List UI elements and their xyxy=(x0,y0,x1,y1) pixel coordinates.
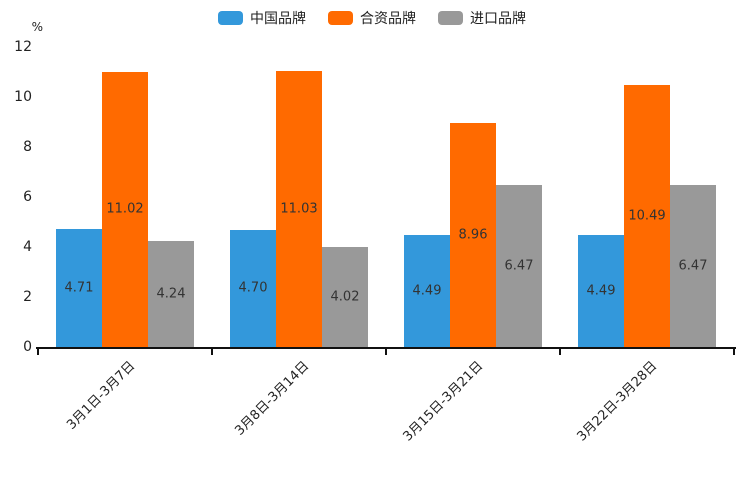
bar-value-label: 8.96 xyxy=(458,227,488,243)
x-axis-category-label: 3月1日-3月7日 xyxy=(64,358,139,433)
legend-item-label: 合资品牌 xyxy=(360,11,416,27)
bar-中国品牌-3[interactable]: 4.49 xyxy=(404,234,450,347)
legend-item-label: 进口品牌 xyxy=(470,11,526,27)
y-axis-tick-label: 0 xyxy=(23,339,32,355)
x-axis-tick xyxy=(37,349,39,355)
legend-item-3[interactable]: 进口品牌 xyxy=(438,8,526,28)
bar-value-label: 10.49 xyxy=(628,208,666,224)
y-axis-tick-label: 2 xyxy=(23,289,32,305)
bar-value-label: 6.47 xyxy=(678,258,708,274)
bar-value-label: 4.49 xyxy=(412,283,442,299)
legend-swatch-icon xyxy=(438,11,463,25)
bar-中国品牌-2[interactable]: 4.70 xyxy=(230,229,276,347)
bar-合资品牌-4[interactable]: 10.49 xyxy=(624,84,670,347)
legend-item-1[interactable]: 中国品牌 xyxy=(218,8,306,28)
bar-合资品牌-2[interactable]: 11.03 xyxy=(276,71,322,347)
bar-value-label: 4.24 xyxy=(156,286,186,302)
legend-item-label: 中国品牌 xyxy=(250,11,306,27)
bar-进口品牌-4[interactable]: 6.47 xyxy=(670,185,716,347)
bar-value-label: 6.47 xyxy=(504,258,534,274)
bar-value-label: 4.71 xyxy=(64,280,94,296)
y-axis-tick-label: 8 xyxy=(23,139,32,155)
legend-item-2[interactable]: 合资品牌 xyxy=(328,8,416,28)
legend: 中国品牌 合资品牌 进口品牌 xyxy=(218,8,526,28)
bar-合资品牌-1[interactable]: 11.02 xyxy=(102,71,148,347)
bar-合资品牌-3[interactable]: 8.96 xyxy=(450,123,496,347)
x-axis-category-label: 3月22日-3月28日 xyxy=(574,358,661,445)
y-axis-tick-label: 4 xyxy=(23,239,32,255)
x-axis-tick xyxy=(385,349,387,355)
bar-进口品牌-2[interactable]: 4.02 xyxy=(322,246,368,347)
y-axis-tick-label: 12 xyxy=(14,39,32,55)
x-axis-tick xyxy=(211,349,213,355)
bar-value-label: 4.70 xyxy=(238,280,268,296)
legend-swatch-icon xyxy=(218,11,243,25)
x-axis-line xyxy=(36,347,736,349)
plot-area: 4.71 11.02 4.24 3月1日-3月7日 4.70 11.03 4.02 3月8日-… xyxy=(36,47,736,444)
bar-进口品牌-1[interactable]: 4.24 xyxy=(148,241,194,347)
bar-中国品牌-4[interactable]: 4.49 xyxy=(578,234,624,347)
bar-进口品牌-3[interactable]: 6.47 xyxy=(496,185,542,347)
x-axis-category-label: 3月8日-3月14日 xyxy=(232,358,313,439)
legend-swatch-icon xyxy=(328,11,353,25)
bar-中国品牌-1[interactable]: 4.71 xyxy=(56,229,102,347)
x-axis-tick xyxy=(559,349,561,355)
x-axis-tick xyxy=(733,349,735,355)
bar-value-label: 11.03 xyxy=(280,201,318,217)
bar-value-label: 11.02 xyxy=(106,201,144,217)
y-axis-unit-label: % xyxy=(31,20,43,34)
bar-value-label: 4.02 xyxy=(330,289,360,305)
bar-value-label: 4.49 xyxy=(586,283,616,299)
y-axis-tick-label: 10 xyxy=(14,89,32,105)
x-axis-category-label: 3月15日-3月21日 xyxy=(400,358,487,445)
y-axis-tick-label: 6 xyxy=(23,189,32,205)
